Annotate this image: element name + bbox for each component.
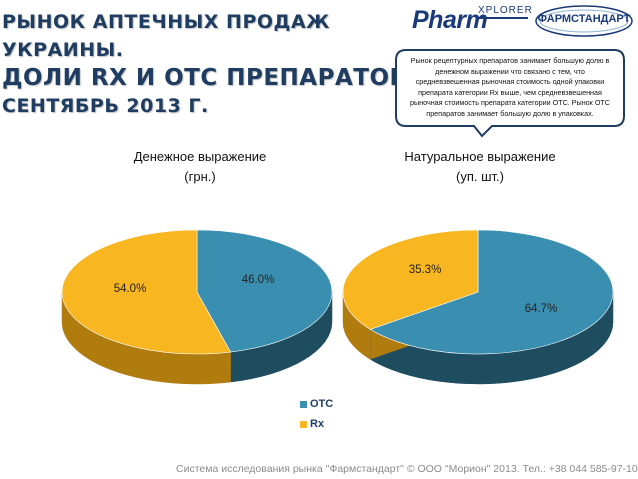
pharmstandard-logo-shape (535, 5, 633, 37)
pharmstandard-logo: ФАРМСТАНДАРТ (534, 4, 634, 40)
pie-slice-rx (61, 229, 232, 355)
logo-pharm-text: Pharm (412, 6, 488, 34)
logo-fs-text: ФАРМСТАНДАРТ (537, 13, 631, 25)
callout-text: Рынок рецептурных препаратов занимает бо… (409, 56, 610, 118)
pie-data-label: 35.3% (409, 264, 442, 276)
callout-bubble (395, 49, 625, 138)
chart-legend: ОТС Rx (300, 394, 333, 434)
chart-title-line: (грн.) (184, 169, 216, 184)
title-line: СЕНТЯБРЬ 2013 Г. (2, 95, 209, 117)
legend-item-rx: Rx (300, 414, 333, 434)
callout-box: Рынок рецептурных препаратов занимает бо… (394, 48, 626, 138)
legend-swatch-rx (300, 420, 307, 428)
title-line: ДОЛИ RX И ОТС ПРЕПАРАТОВ. (2, 65, 417, 91)
legend-item-otc: ОТС (300, 394, 333, 414)
logo-xplorer-text: XPLORER (478, 5, 533, 16)
pie-data-label: 46.0% (242, 274, 275, 286)
pharmxplorer-logo: Pharm XPLORER (412, 4, 532, 38)
chart-title-line: (уп. шт.) (456, 169, 504, 184)
chart-title-line: Денежное выражение (133, 149, 267, 164)
chart-title-money: Денежное выражение (грн.) (90, 147, 310, 187)
legend-label-rx: Rx (310, 418, 325, 430)
pie-slice-otc (196, 229, 333, 353)
title-line: РЫНОК АПТЕЧНЫХ ПРОДАЖ (2, 11, 330, 33)
footer-text: Система исследования рынка "Фармстандарт… (176, 463, 638, 475)
chart-title-line: Натуральное выражение (404, 149, 556, 164)
pie-data-label: 64.7% (525, 303, 558, 315)
pie-slice-otc (369, 229, 614, 355)
pie-data-label: 54.0% (114, 283, 147, 295)
page-title: РЫНОК АПТЕЧНЫХ ПРОДАЖ УКРАИНЫ. ДОЛИ RX И… (2, 8, 417, 120)
chart-title-units: Натуральное выражение (уп. шт.) (370, 147, 590, 187)
title-line: УКРАИНЫ. (2, 39, 124, 61)
legend-label-otc: ОТС (310, 398, 334, 410)
pie-slice-rx (342, 229, 479, 330)
logo-divider (478, 17, 528, 19)
legend-swatch-otc (300, 400, 307, 408)
